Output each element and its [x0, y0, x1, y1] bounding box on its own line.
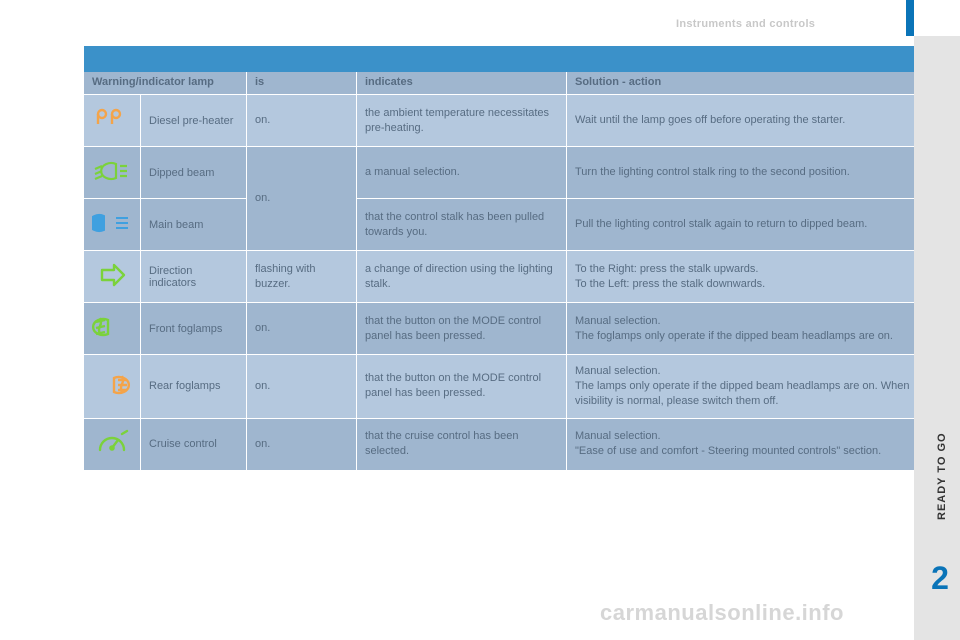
- col-lamp-header: Warning/indicator lamp: [84, 72, 247, 95]
- solution-cell: To the Right: press the stalk upwards. T…: [567, 251, 940, 303]
- manual-page: Instruments and controls Warning/indicat…: [36, 0, 906, 640]
- indicates-cell: that the cruise control has been selecte…: [357, 418, 567, 470]
- icon-cell: [84, 147, 141, 199]
- table-row: Cruise control on. that the cruise contr…: [84, 418, 940, 470]
- indicates-cell: that the button on the MODE control pane…: [357, 355, 567, 419]
- solution-line: The foglamps only operate if the dipped …: [575, 329, 931, 344]
- icon-cell: [84, 418, 141, 470]
- is-cell: on.: [247, 355, 357, 419]
- dipped-beam-icon: [92, 156, 132, 186]
- watermark: carmanualsonline.info: [600, 600, 844, 626]
- icon-cell: [84, 199, 141, 251]
- main-beam-icon: [92, 208, 132, 238]
- lamp-name: Rear foglamps: [141, 355, 247, 419]
- lamp-name: Diesel pre-heater: [141, 95, 247, 147]
- indicates-cell: that the control stalk has been pulled t…: [357, 199, 567, 251]
- is-cell: on.: [247, 147, 357, 251]
- indicates-cell: a change of direction using the lighting…: [357, 251, 567, 303]
- table-row: Dipped beam on. a manual selection. Turn…: [84, 147, 940, 199]
- indicates-cell: the ambient temperature necessitates pre…: [357, 95, 567, 147]
- is-cell: flashing with buzzer.: [247, 251, 357, 303]
- lamp-name: Main beam: [141, 199, 247, 251]
- indicates-cell: a manual selection.: [357, 147, 567, 199]
- direction-indicator-icon: [92, 260, 132, 290]
- section-label: READY TO GO: [936, 400, 950, 520]
- table-row: Main beam that the control stalk has bee…: [84, 199, 940, 251]
- indicator-lamp-table: Warning/indicator lamp is indicates Solu…: [84, 46, 940, 471]
- breadcrumb: Instruments and controls: [676, 18, 815, 30]
- solution-line: To the Left: press the stalk downwards.: [575, 277, 931, 292]
- lamp-name: Front foglamps: [141, 303, 247, 355]
- front-foglamp-icon: [92, 312, 132, 342]
- solution-line: Manual selection.: [575, 364, 931, 379]
- icon-cell: [84, 303, 141, 355]
- table-header-band: [84, 46, 940, 72]
- icon-cell: [84, 251, 141, 303]
- solution-line: To the Right: press the stalk upwards.: [575, 262, 931, 277]
- table-row: Front foglamps on. that the button on th…: [84, 303, 940, 355]
- lamp-name: Dipped beam: [141, 147, 247, 199]
- is-cell: on.: [247, 418, 357, 470]
- accent-bar: [906, 0, 914, 36]
- indicates-cell: that the button on the MODE control pane…: [357, 303, 567, 355]
- table-row: Direction indicators flashing with buzze…: [84, 251, 940, 303]
- icon-cell: [84, 355, 141, 419]
- solution-line: "Ease of use and comfort - Steering moun…: [575, 444, 931, 459]
- solution-line: Manual selection.: [575, 314, 931, 329]
- lamp-name: Direction indicators: [141, 251, 247, 303]
- is-cell: on.: [247, 95, 357, 147]
- table-row: Diesel pre-heater on. the ambient temper…: [84, 95, 940, 147]
- solution-cell: Turn the lighting control stalk ring to …: [567, 147, 940, 199]
- table-row: Rear foglamps on. that the button on the…: [84, 355, 940, 419]
- col-solution-header: Solution - action: [567, 72, 940, 95]
- solution-cell: Manual selection. The foglamps only oper…: [567, 303, 940, 355]
- rear-foglamp-icon: [92, 370, 132, 400]
- col-is-header: is: [247, 72, 357, 95]
- icon-cell: [84, 95, 141, 147]
- solution-cell: Pull the lighting control stalk again to…: [567, 199, 940, 251]
- is-cell: on.: [247, 303, 357, 355]
- solution-cell: Manual selection. "Ease of use and comfo…: [567, 418, 940, 470]
- preheat-icon: [92, 104, 132, 134]
- side-panel: READY TO GO: [914, 36, 960, 640]
- solution-cell: Wait until the lamp goes off before oper…: [567, 95, 940, 147]
- solution-line: The lamps only operate if the dipped bea…: [575, 379, 931, 409]
- solution-line: Manual selection.: [575, 429, 931, 444]
- chapter-number: 2: [920, 560, 960, 597]
- col-indicates-header: indicates: [357, 72, 567, 95]
- lamp-name: Cruise control: [141, 418, 247, 470]
- solution-cell: Manual selection. The lamps only operate…: [567, 355, 940, 419]
- cruise-control-icon: [92, 428, 132, 458]
